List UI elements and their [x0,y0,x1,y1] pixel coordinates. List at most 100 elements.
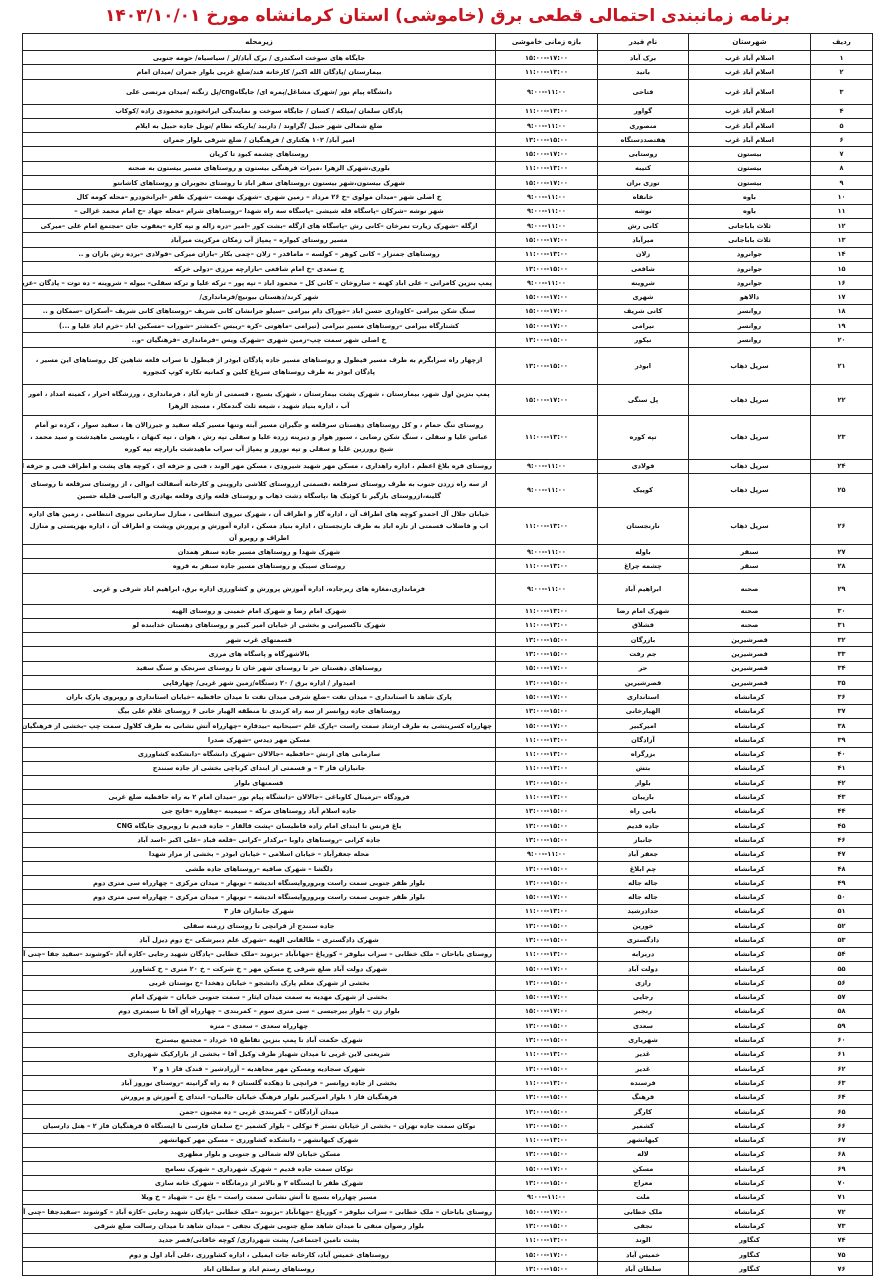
table-row: ۷۲ کرمانشاه ملک خطابی ۱۵:۰۰--۱۷:۰۰ روستای با… [22,1203,873,1220]
cell-outage-time: ۱۵:۰۰--۱۷:۰۰ [495,989,598,1005]
cell-area: پمپ بنزین کامرانی – علی اباد کهنه – سارو… [22,275,496,291]
table-row: ۷۰ کرمانشاه معراج ۱۳:۰۰--۱۵:۰۰ شهرک ظفر تا ا… [22,1175,873,1191]
cell-county: اسلام آباد غرب [688,78,811,105]
cell-feeder: فرسنده [597,1075,689,1091]
cell-row-number: ۷۱ [810,1189,873,1206]
cell-area: بلوار ظفر جنوبی سمت راست وبروروایستگاه ا… [22,875,496,891]
cell-outage-time: ۱۵:۰۰--۱۷:۰۰ [495,1161,598,1177]
cell-feeder: بانید [597,64,689,80]
cell-county: روانسر [688,332,811,348]
cell-outage-time: ۹:۰۰--۱۱:۰۰ [495,78,598,105]
cell-outage-time: ۱۵:۰۰--۱۷:۰۰ [495,1203,598,1220]
table-row: ۳۶ کرمانشاه استانداری ۱۵:۰۰--۱۷:۰۰ پارک شاهد… [22,689,873,705]
cell-feeder: جاله جاله [597,875,689,891]
cell-row-number: ۳۳ [810,646,873,662]
cell-feeder: بلوار [597,775,689,791]
cell-outage-time: ۱۳:۰۰--۱۵:۰۰ [495,1032,598,1048]
cell-outage-time: ۱۱:۰۰--۱۳:۰۰ [495,160,598,177]
cell-row-number: ۴۹ [810,875,873,891]
cell-area: فرهنگیان فاز ۱ بلوار امیرکبیر بلوار فرهن… [22,1089,496,1105]
cell-feeder: دادگستری [597,932,689,948]
table-row: ۱۷ دالاهو شهری ۱۵:۰۰--۱۷:۰۰ شهر کرند/دهستان … [22,289,873,305]
cell-outage-time: ۱۱:۰۰--۱۳:۰۰ [495,506,598,545]
table-row: ۵۲ کرمانشاه خورین ۱۳:۰۰--۱۵:۰۰ جاده سنندج از… [22,918,873,934]
cell-feeder: چشمه چراغ [597,558,689,574]
cell-area: بالاشهرگاه و پاسگاه های مرزی [22,646,496,662]
cell-feeder: جعفر آباد [597,846,689,862]
cell-area: جاده سنندج از فرانچی تا روستای زرمنه سفل… [22,918,496,934]
cell-feeder: حر [597,660,689,677]
cell-row-number: ۳ [810,78,873,105]
table-row: ۷۳ کرمانشاه نجفی ۱۳:۰۰--۱۵:۰۰ بلوار رضوان من… [22,1218,873,1234]
cell-county: ثلاث باباجانی [688,217,811,234]
cell-county: کرمانشاه [688,889,811,905]
cell-county: سنقر [688,558,811,574]
cell-area: شهرک حکمت آباد تا پمپ بنزین تقاطع ۱۵ خرد… [22,1032,496,1048]
cell-area: فرمانداری،مغازه های زیرجاده، اداره آموزش… [22,572,496,605]
cell-row-number: ۱۹ [810,318,873,334]
cell-outage-time: ۹:۰۰--۱۱:۰۰ [495,543,598,560]
cell-outage-time: ۱۳:۰۰--۱۵:۰۰ [495,332,598,348]
cell-feeder: قشلاق [597,617,689,634]
cell-row-number: ۶۱ [810,1046,873,1063]
cell-county: قصرشیرین [688,675,811,691]
cell-row-number: ۱۳ [810,232,873,248]
table-row: ۶۸ کرمانشاه لاله ۱۳:۰۰--۱۵:۰۰ مسکن خیابان لا… [22,1146,873,1163]
table-row: ۲۱ سرپل ذهاب ابوذر ۱۳:۰۰--۱۵:۰۰ ازچهار راه س… [22,346,873,385]
cell-county: سرپل ذهاب [688,414,811,460]
cell-area: امیر آباد/ ۱۰۲ هکتاری / فرهنگیان / ضلع ش… [22,132,496,148]
cell-feeder: قصرشیرین [597,675,689,691]
cell-outage-time: ۱۳:۰۰--۱۵:۰۰ [495,632,598,648]
cell-row-number: ۷۶ [810,1261,873,1277]
cell-area: شهرک امام رضا و شهرک امام خمینی و روستای… [22,603,496,619]
cell-outage-time: ۱۵:۰۰--۱۷:۰۰ [495,175,598,191]
cell-outage-time: ۱۵:۰۰--۱۷:۰۰ [495,289,598,305]
table-row: ۳۳ قصرشیرین جم رفت ۱۳:۰۰--۱۵:۰۰ بالاشهرگاه و… [22,646,873,662]
cell-county: کرمانشاه [688,860,811,877]
cell-area: جانبازان فاز ۳ – و قسمتی از ابتدای کرناچ… [22,760,496,777]
table-header-row: ردیف شهرستان نام فیدر بازه زمانی خاموشی … [22,33,873,51]
cell-feeder: تپه کوره [597,414,689,460]
cell-county: کرمانشاه [688,960,811,977]
cell-row-number: ۳۱ [810,617,873,634]
cell-row-number: ۵۳ [810,932,873,948]
cell-row-number: ۱۰ [810,189,873,205]
cell-area: امیدوار / اداره برق / ۲۰ دستگاه/زمین شهر… [22,675,496,691]
cell-feeder: رنجبر [597,1003,689,1020]
cell-feeder: جاده قدیم [597,817,689,834]
cell-county: قصرشیرین [688,660,811,677]
cell-area: توکان سمت جاده تهران – بخشی از خیابان تس… [22,1118,496,1134]
cell-area: قسمتهای بلوار [22,775,496,791]
table-row: ۳۰ صحنه شهرک امام رضا ۱۱:۰۰--۱۳:۰۰ شهرک امام… [22,603,873,619]
cell-outage-time: ۱۱:۰۰--۱۳:۰۰ [495,558,598,574]
cell-row-number: ۱۱ [810,203,873,219]
cell-row-number: ۴۱ [810,760,873,777]
cell-county: بیستون [688,160,811,177]
cell-county: کنگاور [688,1232,811,1248]
cell-feeder: نارنجستان [597,506,689,545]
cell-county: کرمانشاه [688,803,811,819]
cell-county: کرمانشاه [688,1103,811,1120]
cell-outage-time: ۱۳:۰۰--۱۵:۰۰ [495,860,598,877]
cell-county: سرپل ذهاب [688,458,811,474]
cell-row-number: ۶۷ [810,1132,873,1148]
cell-feeder: شهری [597,289,689,305]
cell-area: مسیر روستای کیواره – پمپاژ آب زمکان مرکز… [22,232,496,248]
cell-outage-time: ۱۵:۰۰--۱۷:۰۰ [495,383,598,416]
cell-feeder: خمیس آباد [597,1246,689,1263]
cell-area: دانشگاه پیام نور /شهرک مشاغل/پمره ای/ جا… [22,78,496,105]
cell-area: شریعتی لاین غربی تا میدان شهباز طرف وکیل… [22,1046,496,1063]
cell-county: کرمانشاه [688,689,811,705]
cell-outage-time: ۱۳:۰۰--۱۵:۰۰ [495,803,598,819]
cell-county: کرمانشاه [688,1175,811,1191]
cell-county: کرمانشاه [688,1189,811,1206]
cell-feeder: دولت آباد [597,960,689,977]
table-row: ۱۹ روانسر نیرامی ۱۵:۰۰--۱۷:۰۰ کشتارگاه بیرام… [22,318,873,334]
cell-area: بلوار رضوان منفی تا میدان شاهد ضلع جنوبی… [22,1218,496,1234]
table-row: ۵۸ کرمانشاه رنجبر ۱۵:۰۰--۱۷:۰۰ بلوار زن – بل… [22,1003,873,1020]
cell-county: کرمانشاه [688,918,811,934]
cell-feeder: دربرابه [597,946,689,962]
cell-county: کنگاور [688,1246,811,1263]
cell-county: جوانرود [688,275,811,291]
cell-area: روستای باباحان – ملک خطابی – سراب نیلوفر… [22,1203,496,1220]
